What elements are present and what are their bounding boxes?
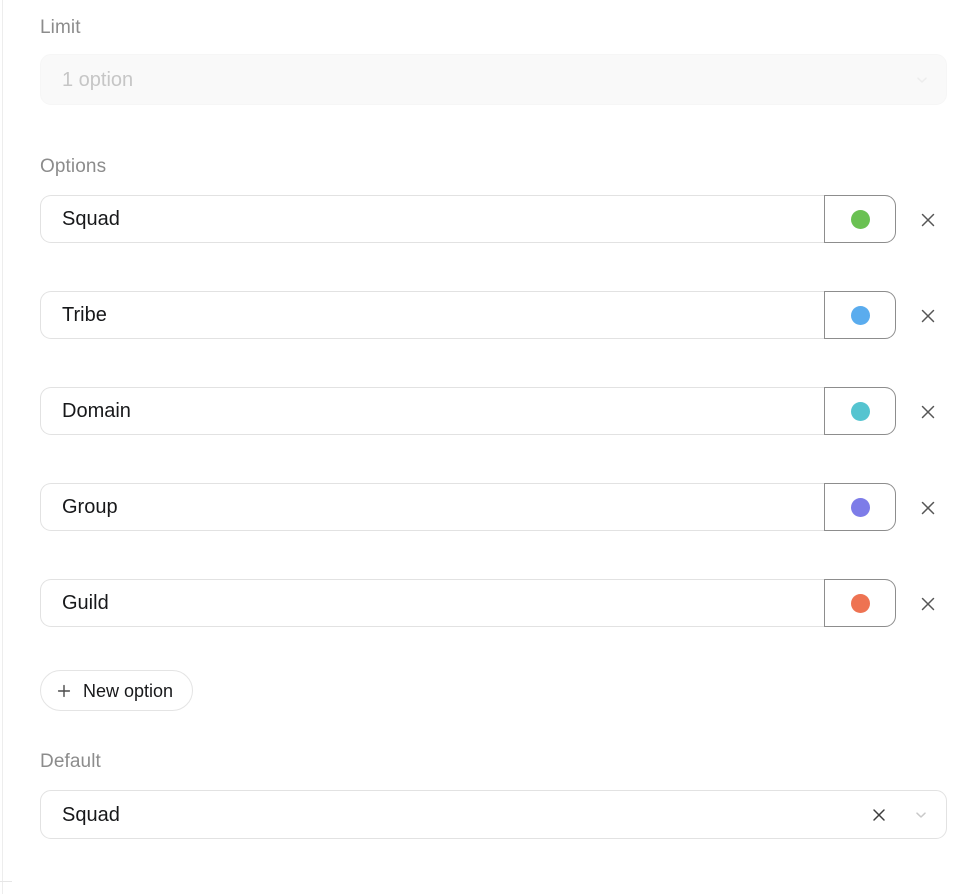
option-row: Group [0,483,978,531]
remove-option-button[interactable] [912,492,943,523]
option-control: Domain [40,387,896,435]
panel-bottom-divider [0,881,12,882]
options-label: Options [40,156,107,177]
option-row: Domain [0,387,978,435]
limit-select[interactable]: 1 option [40,54,947,105]
option-color-swatch-button[interactable] [824,291,896,339]
default-label: Default [40,751,101,772]
limit-label: Limit [40,17,81,38]
limit-placeholder: 1 option [62,68,134,91]
remove-option-button[interactable] [912,300,943,331]
chevron-down-icon[interactable] [913,807,929,823]
color-dot-icon [850,401,870,421]
remove-option-button[interactable] [912,396,943,427]
option-name-input[interactable]: Group [40,483,824,531]
option-color-swatch-button[interactable] [824,483,896,531]
option-row: Squad [0,195,978,243]
option-color-swatch-button[interactable] [824,195,896,243]
color-dot-icon [850,209,870,229]
option-control: Group [40,483,896,531]
option-color-swatch-button[interactable] [824,387,896,435]
color-dot-icon [850,305,870,325]
default-select[interactable]: Squad [40,790,947,839]
option-name-input[interactable]: Domain [40,387,824,435]
option-color-swatch-button[interactable] [824,579,896,627]
option-row: Tribe [0,291,978,339]
chevron-down-icon [914,72,930,88]
new-option-button[interactable]: New option [40,670,194,711]
color-dot-icon [850,593,870,613]
remove-option-button[interactable] [912,588,943,619]
option-list: Squad Tribe Domain Group Guild [0,195,978,675]
option-name-input[interactable]: Tribe [40,291,824,339]
remove-option-button[interactable] [912,204,943,235]
panel-left-divider [2,0,3,894]
option-row: Guild [0,579,978,627]
option-control: Tribe [40,291,896,339]
option-control: Squad [40,195,896,243]
new-option-label: New option [83,680,174,701]
color-dot-icon [850,497,870,517]
option-control: Guild [40,579,896,627]
option-name-input[interactable]: Guild [40,579,824,627]
plus-icon [56,683,72,699]
default-selected-value: Squad [62,803,120,826]
option-name-input[interactable]: Squad [40,195,824,243]
clear-default-button[interactable] [868,804,890,826]
